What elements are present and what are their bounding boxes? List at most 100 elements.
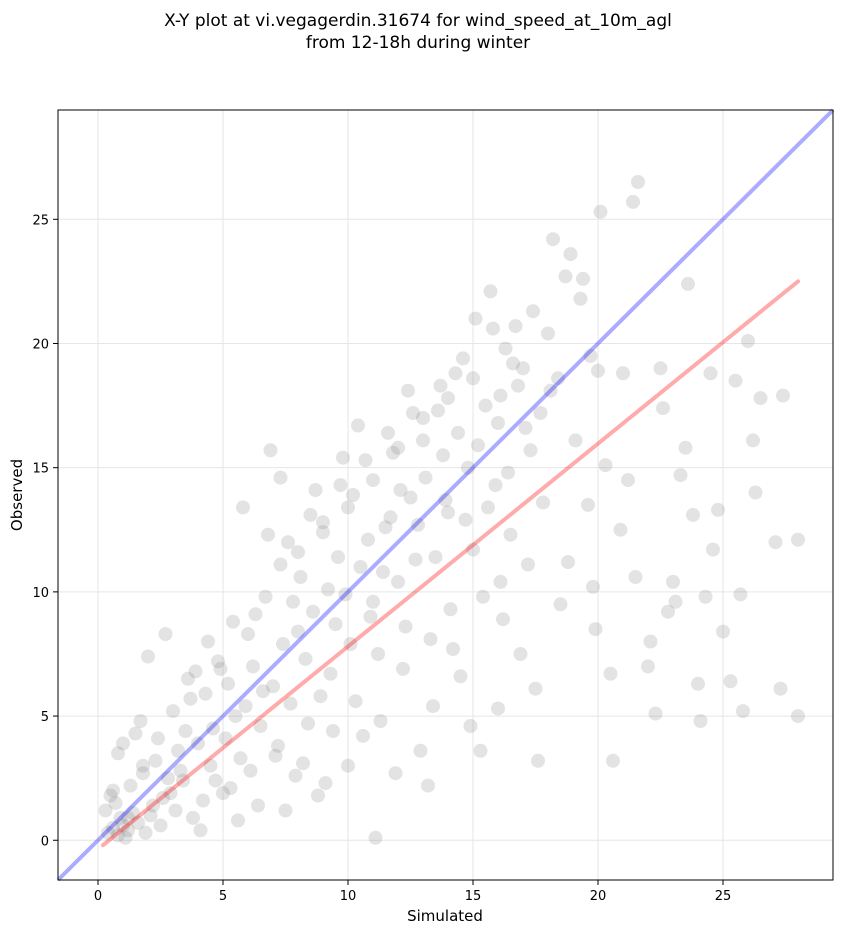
scatter-point (233, 751, 248, 766)
scatter-point (488, 478, 503, 493)
scatter-point (203, 758, 218, 773)
scatter-point (478, 398, 493, 413)
scatter-point (141, 649, 155, 664)
scatter-point (753, 391, 768, 406)
scatter-point (293, 570, 308, 584)
scatter-point (296, 756, 310, 771)
scatter-point (776, 388, 790, 403)
scatter-point (741, 334, 755, 348)
scatter-point (466, 542, 480, 557)
scatter-point (138, 825, 153, 840)
scatter-point (403, 490, 418, 505)
y-tick-label: 5 (41, 710, 49, 725)
scatter-point (261, 527, 275, 542)
scatter-point (316, 515, 330, 530)
scatter-point (278, 803, 293, 818)
scatter-point (613, 522, 628, 537)
scatter-point (318, 776, 333, 791)
scatter-point (363, 609, 378, 624)
scatter-point (378, 520, 393, 535)
scatter-point (271, 738, 285, 753)
scatter-point (443, 602, 458, 617)
scatter-point (208, 773, 223, 788)
scatter-point (361, 532, 375, 547)
scatter-point (186, 810, 200, 825)
scatter-point (226, 614, 240, 629)
scatter-point (106, 820, 120, 835)
scatter-point (631, 175, 645, 189)
fit-line (101, 279, 800, 848)
scatter-point (518, 420, 533, 435)
scatter-point (551, 371, 565, 386)
scatter-point (736, 704, 750, 719)
scatter-point (256, 684, 270, 699)
scatter-point (588, 622, 603, 637)
scatter-point (268, 748, 283, 763)
scatter-point (283, 696, 298, 711)
y-tick-label: 15 (32, 462, 49, 477)
scatter-point (133, 714, 148, 728)
scatter-point (211, 654, 225, 669)
scatter-point (343, 637, 358, 651)
y-tick-label: 0 (41, 834, 49, 849)
scatter-point (196, 793, 210, 808)
scatter-point (431, 403, 445, 418)
scatter-point (206, 721, 220, 736)
scatter-point (653, 361, 668, 376)
scatter-point (606, 753, 620, 768)
scatter-point (486, 321, 500, 336)
scatter-point (586, 579, 600, 594)
scatter-point (773, 681, 788, 696)
scatter-point (536, 495, 550, 510)
scatter-point (656, 401, 670, 416)
scatter-point (341, 500, 355, 515)
scatter-point (481, 500, 495, 515)
scatter-point (458, 512, 473, 527)
scatter-point (603, 666, 618, 681)
scatter-point (216, 786, 230, 801)
scatter-point (598, 458, 613, 473)
scatter-point (686, 507, 700, 522)
scatter-point (148, 753, 163, 768)
scatter-point (183, 691, 198, 706)
scatter-point (136, 758, 150, 773)
scatter-point (641, 659, 655, 674)
grid-lines (58, 110, 833, 880)
scatter-point (243, 763, 258, 778)
scatter-point (791, 532, 805, 547)
x-axis-label: Simulated (407, 907, 483, 925)
scatter-point (123, 778, 138, 793)
y-tick-label: 10 (32, 586, 49, 601)
scatter-point (593, 204, 608, 219)
scatter-point (258, 589, 273, 604)
plot-frame (57, 109, 834, 881)
scatter-point (576, 271, 590, 286)
scatter-point (501, 465, 515, 480)
scatter-point (441, 505, 455, 520)
scatter-point (768, 535, 783, 550)
scatter-point (496, 612, 510, 627)
scatter-point (306, 604, 320, 619)
scatter-point (516, 361, 530, 376)
scatter-point (158, 627, 173, 642)
chart-title-line2: from 12-18h during winter (306, 33, 530, 53)
scatter-point (316, 525, 330, 540)
scatter-point (246, 659, 260, 674)
scatter-point (128, 726, 143, 741)
scatter-point (176, 773, 190, 788)
scatter-point (661, 604, 675, 619)
scatter-point (236, 500, 250, 515)
scatter-point (113, 810, 128, 825)
scatter-point (281, 535, 295, 550)
scatter-point (376, 565, 390, 579)
scatter-point (251, 798, 265, 813)
scatter-point (126, 805, 140, 820)
scatter-point (491, 416, 505, 430)
scatter-point (171, 743, 185, 758)
scatter-point (473, 743, 488, 758)
scatter-point (416, 411, 430, 425)
scatter-point (333, 478, 348, 493)
scatter-point (573, 291, 588, 306)
scatter-point (723, 674, 738, 689)
